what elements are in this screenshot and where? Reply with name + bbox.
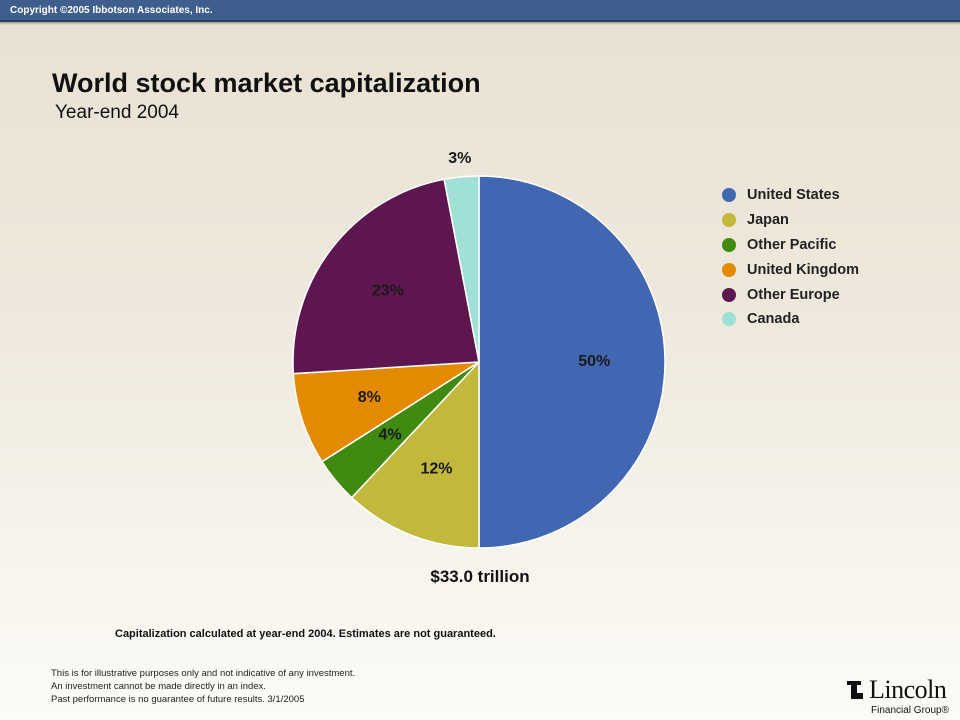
chart-title: World stock market capitalization [52, 68, 481, 98]
legend-item-other-europe: Other Europe [722, 282, 859, 307]
legend-label: United Kingdom [747, 261, 859, 278]
legend-label: Other Pacific [747, 236, 837, 253]
data-label-united-states: 50% [578, 353, 610, 370]
legend-item-other-pacific: Other Pacific [722, 233, 859, 258]
pie-slice-other-europe [292, 178, 480, 375]
legend-swatch [722, 312, 736, 327]
data-label-other-pacific: 4% [379, 427, 402, 444]
lincoln-logo: Lincoln Financial Group® [845, 675, 955, 717]
legend-swatch [722, 213, 736, 228]
pie-slice-japan [350, 360, 480, 549]
legend-label: United States [747, 187, 840, 204]
copyright-text: Copyright ©2005 Ibbotson Associates, Inc… [10, 5, 213, 16]
disclaimer: This is for illustrative purposes only a… [51, 667, 355, 706]
chart-subtitle: Year-end 2004 [55, 102, 179, 123]
legend-label: Japan [747, 212, 789, 229]
data-label-united-kingdom: 8% [358, 389, 381, 406]
legend-swatch [722, 237, 736, 252]
disclaimer-line: This is for illustrative purposes only a… [51, 668, 356, 679]
total-label: $33.0 trillion [430, 567, 530, 586]
header-bar: Copyright ©2005 Ibbotson Associates, Inc… [0, 0, 960, 22]
chart-note: Capitalization calculated at year-end 20… [115, 628, 496, 640]
legend-label: Other Europe [747, 286, 840, 303]
legend-label: Canada [747, 311, 800, 328]
logo-name: Lincoln [869, 675, 947, 704]
legend-item-japan: Japan [722, 208, 859, 233]
disclaimer-line: An investment cannot be made directly in… [51, 681, 266, 692]
lincoln-mark-icon [847, 681, 863, 699]
data-label-canada: 3% [448, 150, 471, 167]
legend-item-united-kingdom: United Kingdom [722, 257, 859, 282]
legend-item-canada: Canada [722, 307, 859, 332]
data-label-other-europe: 23% [372, 283, 404, 300]
legend-swatch [722, 262, 736, 277]
pie-slice-united-kingdom [292, 361, 480, 463]
legend-item-united-states: United States [722, 183, 859, 208]
header-shadow [0, 22, 960, 25]
chart-legend: United States Japan Other Pacific United Ki… [722, 183, 859, 332]
pie-slice-united-states [478, 175, 666, 549]
legend-swatch [722, 188, 736, 203]
data-label-japan: 12% [420, 460, 452, 477]
pie-slice-canada [443, 175, 480, 363]
logo-group: Financial Group® [871, 705, 949, 716]
disclaimer-line: Past performance is no guarantee of futu… [51, 694, 305, 705]
legend-swatch [722, 287, 736, 302]
